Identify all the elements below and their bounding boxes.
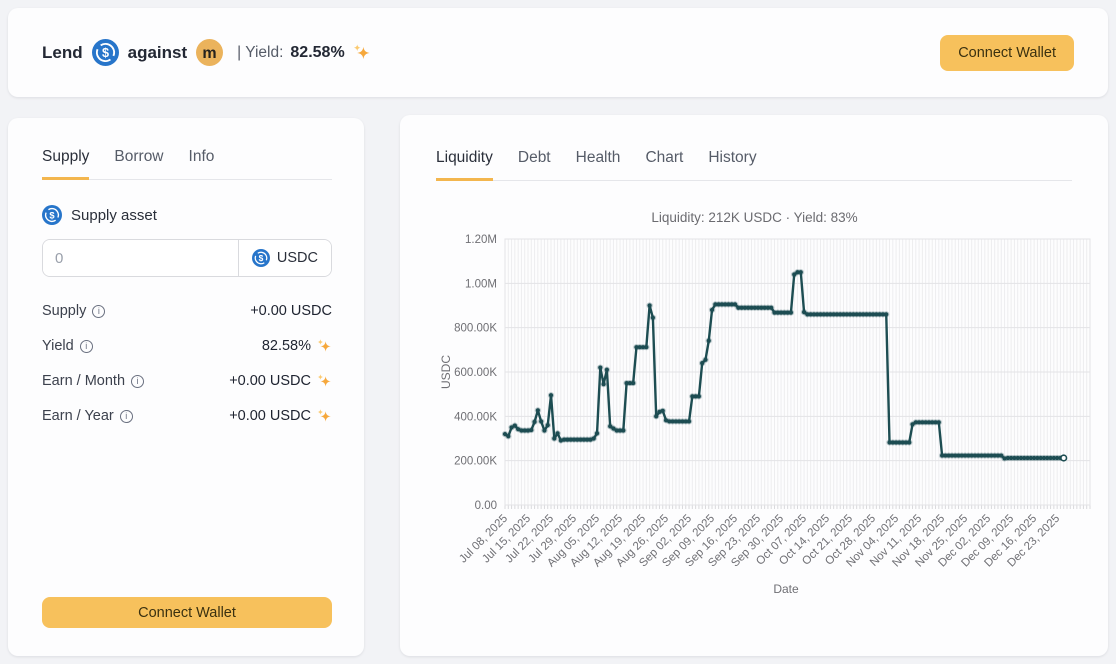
supply-amount-input[interactable] — [43, 240, 238, 276]
tab-debt[interactable]: Debt — [517, 149, 551, 166]
svg-text:200.00K: 200.00K — [454, 456, 497, 468]
tab-chart[interactable]: Chart — [645, 149, 684, 166]
supply-amount-box: $ USDC — [42, 239, 332, 277]
tab-info[interactable]: Info — [188, 148, 215, 165]
usdc-icon: $ — [91, 39, 119, 66]
stat-label: Supply — [42, 303, 87, 319]
stat-row-supply: Supply +0.00 USDC — [42, 303, 332, 319]
sparkle-icon — [316, 338, 332, 354]
svg-text:$: $ — [102, 46, 109, 60]
supply-stats: Supply +0.00 USDC Yield 82.58% — [42, 303, 332, 424]
token-symbol: USDC — [276, 250, 318, 266]
info-icon[interactable] — [79, 339, 93, 353]
header-bar: Lend $ against m | Yield: 82.58% — [8, 8, 1108, 97]
usdc-icon: $ — [42, 205, 62, 225]
market-detail-panel: Liquidity Debt Health Chart History 0.00… — [400, 115, 1108, 656]
connect-wallet-button-panel[interactable]: Connect Wallet — [42, 597, 332, 628]
usdc-icon: $ — [251, 249, 270, 267]
tab-history[interactable]: History — [708, 149, 757, 166]
detail-tabs: Liquidity Debt Health Chart History — [436, 149, 1072, 181]
svg-text:600.00K: 600.00K — [454, 367, 497, 379]
tab-liquidity[interactable]: Liquidity — [436, 149, 493, 181]
connect-wallet-button-header[interactable]: Connect Wallet — [940, 34, 1074, 71]
yield-label: | Yield: — [237, 43, 284, 61]
svg-text:USDC: USDC — [439, 355, 453, 389]
market-title: Lend $ against m | Yield: 82.58% — [42, 39, 371, 66]
yield-value: 82.58% — [290, 43, 345, 61]
tab-supply[interactable]: Supply — [42, 148, 90, 180]
token-selector[interactable]: $ USDC — [237, 240, 331, 276]
tab-health[interactable]: Health — [575, 149, 621, 166]
liquidity-line-chart-canvas[interactable]: 0.00 200.00K 400.00K 600.00K 800.00K 1.00M 1.2… — [436, 194, 1100, 606]
liquidity-chart[interactable]: 0.00 200.00K 400.00K 600.00K 800.00K 1.00M 1.2… — [436, 194, 1091, 611]
info-icon[interactable] — [119, 409, 133, 423]
stat-value: 82.58% — [261, 338, 311, 354]
info-icon[interactable] — [92, 304, 106, 318]
supply-asset-label: Supply asset — [71, 206, 157, 224]
svg-text:800.00K: 800.00K — [454, 323, 497, 335]
sparkle-icon — [316, 408, 332, 424]
stat-row-yield: Yield 82.58% — [42, 338, 332, 354]
lend-panel-tabs: Supply Borrow Info — [42, 148, 332, 180]
svg-text:1.20M: 1.20M — [465, 234, 497, 246]
sparkle-icon — [352, 43, 371, 62]
lend-label: Lend — [42, 42, 83, 62]
stat-value: +0.00 USDC — [229, 373, 311, 389]
stat-label: Yield — [42, 338, 74, 354]
svg-text:$: $ — [259, 253, 264, 263]
tab-borrow[interactable]: Borrow — [114, 148, 164, 165]
stat-value: +0.00 USDC — [250, 303, 332, 319]
m-token-icon: m — [196, 39, 224, 66]
info-icon[interactable] — [131, 374, 145, 388]
against-label: against — [127, 42, 188, 62]
stat-label: Earn / Month — [42, 373, 126, 389]
sparkle-icon — [316, 373, 332, 389]
stat-value: +0.00 USDC — [229, 408, 311, 424]
svg-text:400.00K: 400.00K — [454, 411, 497, 423]
stat-row-earn-year: Earn / Year +0.00 USDC — [42, 408, 332, 424]
svg-text:0.00: 0.00 — [475, 500, 497, 512]
stat-row-earn-month: Earn / Month +0.00 USDC — [42, 373, 332, 389]
svg-text:$: $ — [49, 210, 55, 220]
svg-text:Date: Date — [773, 582, 799, 596]
svg-text:1.00M: 1.00M — [465, 278, 497, 290]
lend-panel: Supply Borrow Info $ Supply asset $ USDC — [8, 118, 364, 656]
svg-text:m: m — [203, 44, 217, 62]
svg-text:Liquidity: 212K USDC · Yield:: Liquidity: 212K USDC · Yield: 83% — [651, 210, 857, 225]
stat-label: Earn / Year — [42, 408, 114, 424]
